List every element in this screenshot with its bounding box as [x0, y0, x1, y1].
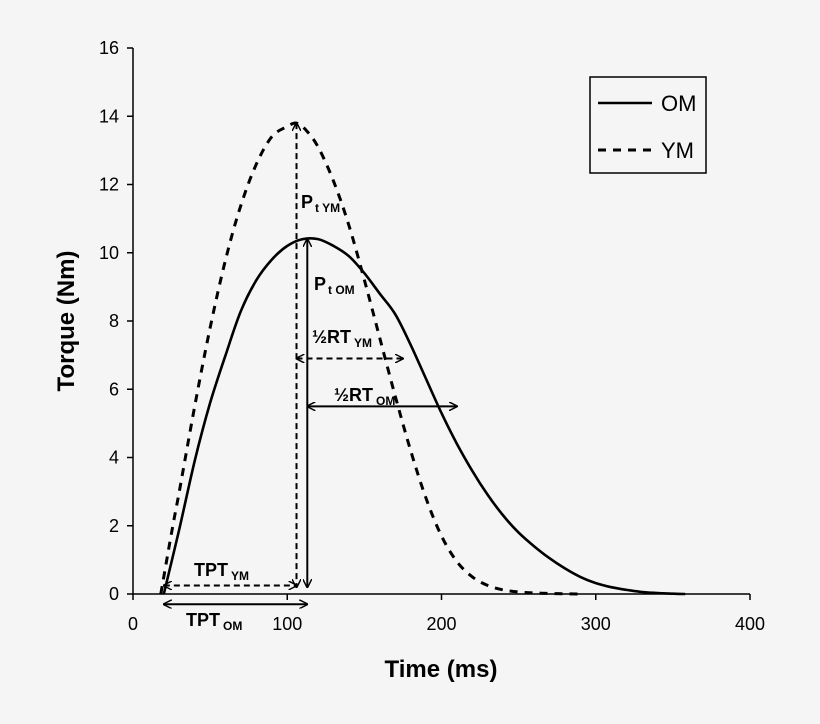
legend-box	[589, 76, 707, 174]
legend-ym-label: YM	[661, 138, 694, 163]
legend: OM YM	[589, 76, 707, 174]
y-tick-label: 8	[109, 311, 119, 331]
tpt-om-label: TPT OM	[186, 610, 242, 633]
tpt-ym-label: TPT YM	[194, 560, 249, 583]
y-tick-label: 14	[99, 106, 119, 126]
y-tick-label: 10	[99, 243, 119, 263]
half-rt-om-label: ½RT OM	[334, 385, 395, 408]
legend-om-label: OM	[661, 91, 696, 116]
half-rt-ym-label: ½RT YM	[312, 327, 372, 350]
x-tick-label: 400	[735, 614, 765, 634]
y-tick-label: 0	[109, 584, 119, 604]
series-om-line	[162, 236, 686, 596]
y-tick-label: 12	[99, 175, 119, 195]
y-axis-label: Torque (Nm)	[53, 251, 80, 392]
y-tick-label: 2	[109, 516, 119, 536]
y-tick-label: 6	[109, 379, 119, 399]
x-tick-label: 200	[426, 614, 456, 634]
series-ym-line	[159, 121, 581, 596]
x-tick-label: 300	[581, 614, 611, 634]
y-tick-label: 4	[109, 448, 119, 468]
x-tick-label: 0	[128, 614, 138, 634]
y-tick-label: 16	[99, 38, 119, 58]
x-axis-label: Time (ms)	[385, 656, 498, 683]
x-tick-label: 100	[272, 614, 302, 634]
